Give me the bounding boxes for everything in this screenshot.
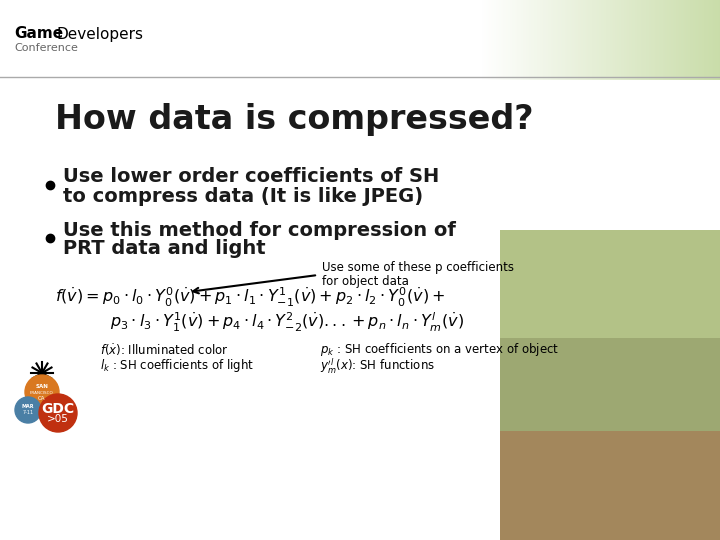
Text: PRT data and light: PRT data and light	[63, 240, 266, 259]
Text: MAR: MAR	[22, 404, 35, 409]
Text: $p_k$ : SH coefficients on a vertex of object: $p_k$ : SH coefficients on a vertex of o…	[320, 341, 559, 359]
Text: SAN: SAN	[35, 384, 48, 389]
Text: Use this method for compression of: Use this method for compression of	[63, 220, 456, 240]
Text: $l_k$ : SH coefficients of light: $l_k$ : SH coefficients of light	[100, 357, 254, 375]
Text: to compress data (It is like JPEG): to compress data (It is like JPEG)	[63, 186, 423, 206]
Text: Game: Game	[14, 26, 63, 42]
Text: GDC: GDC	[42, 402, 75, 416]
Text: Use some of these p coefficients: Use some of these p coefficients	[322, 261, 514, 274]
Text: How data is compressed?: How data is compressed?	[55, 104, 534, 137]
Text: 7-11: 7-11	[22, 409, 34, 415]
Text: for object data: for object data	[322, 274, 409, 287]
Text: CA: CA	[38, 395, 46, 401]
Text: FRANCISCO: FRANCISCO	[30, 391, 54, 395]
Text: >05: >05	[47, 414, 69, 424]
Circle shape	[15, 397, 41, 423]
Text: $y_m^{\prime l}(x)$: SH functions: $y_m^{\prime l}(x)$: SH functions	[320, 356, 435, 376]
Text: Developers: Developers	[56, 26, 143, 42]
Circle shape	[25, 375, 59, 409]
Text: Use lower order coefficients of SH: Use lower order coefficients of SH	[63, 167, 439, 186]
Text: $p_3 \cdot l_3 \cdot Y_1^{1}(\dot{v}) + p_4 \cdot l_4 \cdot Y_{-2}^{2}(\dot{v}).: $p_3 \cdot l_3 \cdot Y_1^{1}(\dot{v}) + …	[110, 310, 464, 334]
Text: Conference: Conference	[14, 43, 78, 53]
Circle shape	[39, 394, 77, 432]
Text: $f(\dot{v}) = p_0 \cdot l_0 \cdot Y_0^{0}(\dot{v}) + p_1 \cdot l_1 \cdot Y_{-1}^: $f(\dot{v}) = p_0 \cdot l_0 \cdot Y_0^{0…	[55, 286, 445, 308]
Text: $f(\dot{x})$: Illuminated color: $f(\dot{x})$: Illuminated color	[100, 342, 229, 357]
